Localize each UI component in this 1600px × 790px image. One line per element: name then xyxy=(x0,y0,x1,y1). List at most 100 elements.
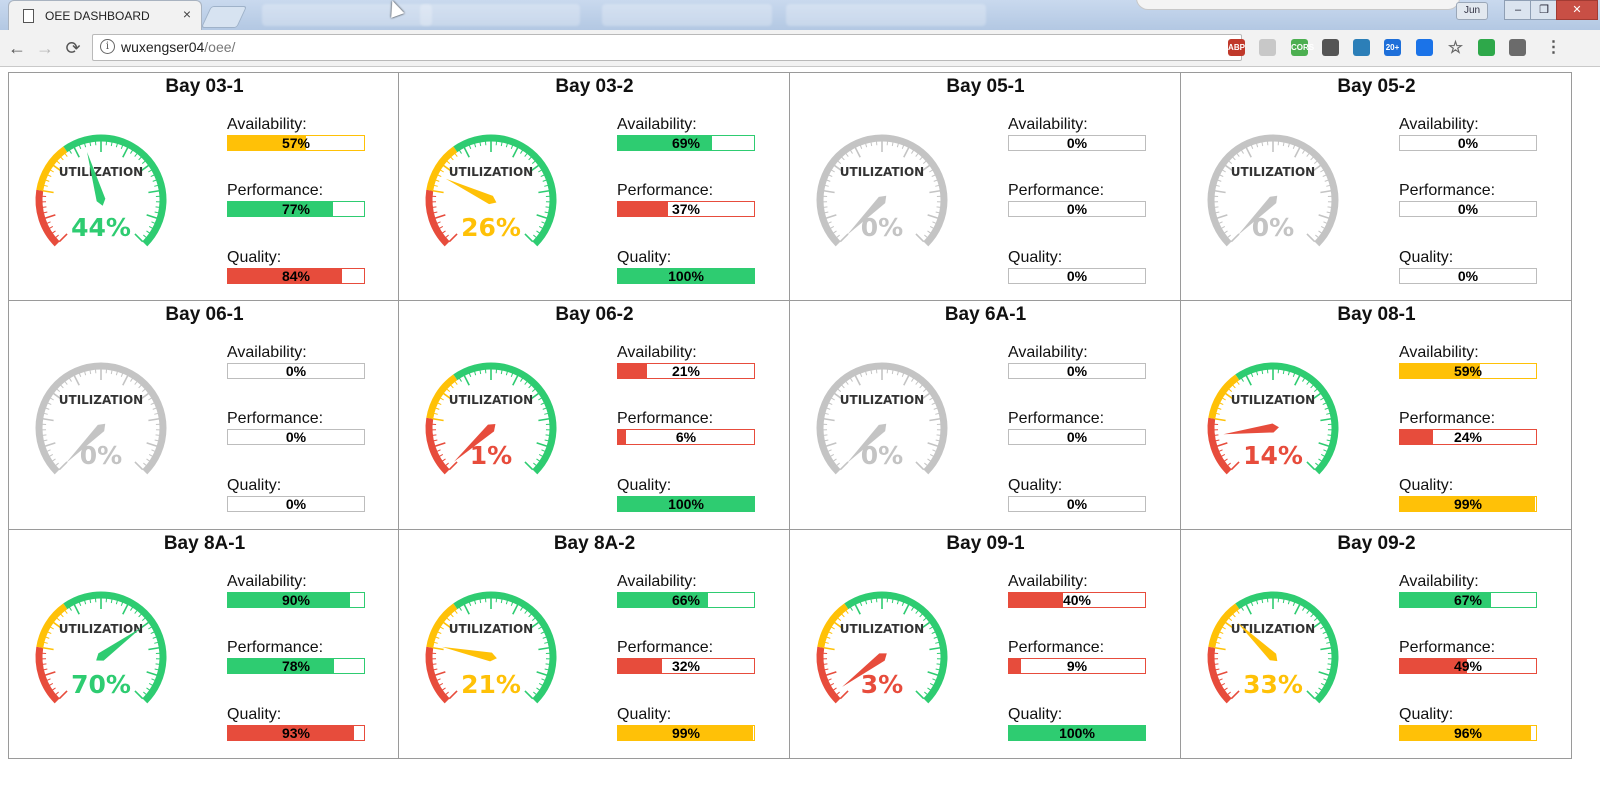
gauge-zone-arc xyxy=(816,134,948,247)
gauge-minor-tick xyxy=(915,610,919,614)
tab-close-icon[interactable]: × xyxy=(182,6,191,22)
gauge-minor-tick xyxy=(929,397,934,401)
availability-bar: 69% xyxy=(617,135,755,151)
address-url[interactable]: wuxengser04/oee/ xyxy=(121,39,235,55)
ext-4-extension-icon[interactable] xyxy=(1322,39,1339,56)
bookmark-star-extension-icon[interactable]: ☆ xyxy=(1447,38,1464,57)
gauge-zone-arc xyxy=(35,189,60,247)
minimize-button[interactable]: – xyxy=(1504,0,1532,20)
gauge-zone-arc xyxy=(453,134,557,247)
ext-2-extension-icon[interactable] xyxy=(1259,39,1276,56)
quality-value: 0% xyxy=(1066,496,1088,512)
gauge-major-tick xyxy=(148,189,160,194)
gauge-minor-tick xyxy=(824,412,829,415)
gauge-major-tick xyxy=(927,214,939,219)
gauge-minor-tick xyxy=(143,234,147,238)
gauge-minor-tick xyxy=(1292,144,1296,150)
window-drag-handle[interactable] xyxy=(1136,0,1460,10)
back-button[interactable]: ← xyxy=(8,38,26,58)
gauge-minor-tick xyxy=(446,388,451,393)
gauge-major-tick xyxy=(524,233,534,243)
gauge-minor-tick xyxy=(1320,397,1325,401)
gauge-minor-tick xyxy=(78,144,82,150)
gauge-minor-tick xyxy=(545,663,550,665)
gauge-zone-arc xyxy=(1235,591,1339,704)
ext-5-extension-icon[interactable] xyxy=(1353,39,1370,56)
gauge-minor-tick xyxy=(49,683,54,686)
gauge-minor-tick xyxy=(859,601,863,607)
performance-bar-fill xyxy=(228,659,335,673)
gauge-minor-tick xyxy=(832,230,837,234)
cors-extension-icon[interactable]: CORS xyxy=(1291,39,1314,56)
gauge-minor-tick xyxy=(1214,434,1219,436)
new-tab-button[interactable] xyxy=(200,6,248,28)
gauge-major-tick xyxy=(146,214,158,219)
gauge-minor-tick xyxy=(1320,683,1325,686)
user-profile-chip[interactable]: Jun xyxy=(1456,2,1488,20)
tab-blurred-2[interactable] xyxy=(420,4,580,26)
quality-bar: 100% xyxy=(617,496,755,512)
gauge-major-tick xyxy=(432,189,444,194)
ext-6-extension-icon[interactable]: 20+ xyxy=(1384,39,1401,56)
gauge-minor-tick xyxy=(524,153,528,157)
tab-blurred-4[interactable] xyxy=(786,4,986,26)
gauge-minor-tick xyxy=(830,397,835,401)
ext-10-extension-icon[interactable] xyxy=(1509,39,1526,56)
gauge-minor-tick xyxy=(1306,153,1310,157)
gauge-zone-arc xyxy=(1208,374,1240,419)
gauge-minor-tick xyxy=(915,153,919,157)
gauge-major-tick xyxy=(442,392,453,401)
performance-bar: 78% xyxy=(227,658,365,674)
maximize-button[interactable]: ❐ xyxy=(1530,0,1558,20)
tab-blurred-1[interactable] xyxy=(262,4,432,26)
gauge-minor-tick xyxy=(154,184,159,187)
gauge-minor-tick xyxy=(865,143,868,148)
wechat-extension-icon[interactable] xyxy=(1478,39,1495,56)
close-window-button[interactable]: ✕ xyxy=(1556,0,1598,20)
gauge-minor-tick xyxy=(1310,384,1314,389)
gauge-major-tick xyxy=(1216,442,1228,447)
gauge-zone-arc xyxy=(35,362,167,475)
site-info-icon[interactable]: i xyxy=(100,39,115,54)
gauge-minor-tick xyxy=(924,462,928,466)
gauge-minor-tick xyxy=(436,678,441,681)
quality-label: Quality: xyxy=(1399,249,1454,266)
performance-value: 0% xyxy=(1066,429,1088,445)
gauge-minor-tick xyxy=(536,687,541,691)
performance-value: 24% xyxy=(1453,429,1483,445)
gauge-minor-tick xyxy=(538,454,543,457)
ext-7-extension-icon[interactable] xyxy=(1416,39,1433,56)
gauge-minor-tick xyxy=(143,691,147,695)
gauge-needle xyxy=(87,151,106,206)
gauge-minor-tick xyxy=(148,226,153,229)
gauge-minor-tick xyxy=(468,601,472,607)
tab-blurred-3[interactable] xyxy=(602,4,772,26)
gauge-caption: UTILIZATION xyxy=(449,393,533,407)
gauge-major-tick xyxy=(148,646,160,651)
performance-bar-fill xyxy=(1009,659,1022,673)
gauge-major-tick xyxy=(146,671,158,676)
gauge-minor-tick xyxy=(130,149,134,154)
gauge-minor-tick xyxy=(927,687,932,691)
gauge-minor-tick xyxy=(45,407,50,410)
gauge-minor-tick xyxy=(1236,381,1240,385)
abp-extension-icon[interactable]: ABP xyxy=(1228,39,1245,56)
address-bar[interactable]: i wuxengser04/oee/ xyxy=(92,34,1242,61)
gauge-minor-tick xyxy=(533,462,537,466)
gauge-minor-tick xyxy=(435,407,440,410)
utilization-gauge: UTILIZATION 0% xyxy=(816,362,948,475)
quality-bar: 84% xyxy=(227,268,365,284)
gauge-minor-tick xyxy=(541,678,546,681)
gauge-minor-tick xyxy=(936,663,941,665)
reload-button[interactable]: ⟳ xyxy=(65,38,81,58)
menu-extension-icon[interactable]: ⋮ xyxy=(1545,39,1562,56)
gauge-major-tick xyxy=(434,214,446,219)
gauge-minor-tick xyxy=(929,626,934,630)
tab-oee-dashboard[interactable]: OEE DASHBOARD × xyxy=(8,0,202,31)
gauge-minor-tick xyxy=(1302,149,1306,154)
bay-panel: Bay 09-2 UTILIZATION 33% Availability: 67% Pe… xyxy=(1181,530,1572,759)
gauge-minor-tick xyxy=(1215,211,1220,214)
forward-button[interactable]: → xyxy=(36,38,54,58)
gauge-minor-tick xyxy=(148,683,153,686)
quality-bar: 100% xyxy=(617,268,755,284)
